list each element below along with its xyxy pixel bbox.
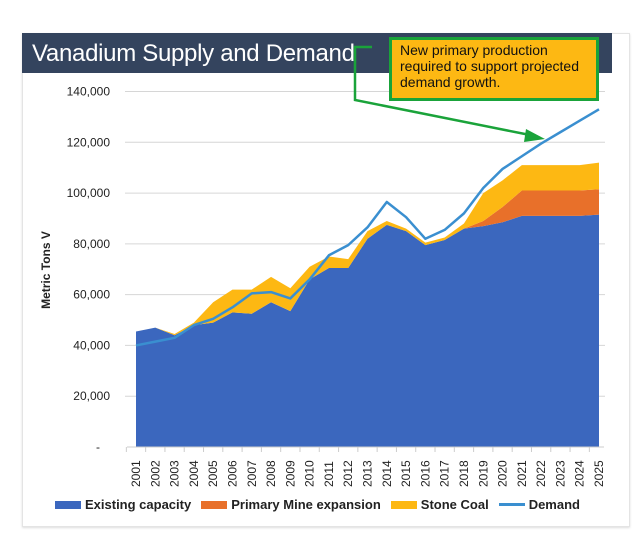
legend-swatch — [201, 500, 228, 509]
x-tick-label: 2020 — [496, 460, 510, 487]
y-tick-label: - — [96, 440, 100, 454]
legend-item-demand: Demand — [498, 497, 580, 512]
legend-label: Demand — [528, 497, 580, 512]
x-tick-label: 2016 — [418, 460, 432, 487]
legend-item-stone-coal: Stone Coal — [390, 497, 489, 512]
x-tick-label: 2025 — [592, 460, 606, 487]
legend-label: Primary Mine expansion — [231, 497, 381, 512]
x-tick-label: 2001 — [129, 460, 143, 487]
x-tick-label: 2006 — [225, 460, 239, 487]
x-tick-label: 2015 — [399, 460, 413, 487]
x-tick-label: 2005 — [206, 460, 220, 487]
x-tick-label: 2023 — [553, 460, 567, 487]
x-tick-label: 2010 — [303, 460, 317, 487]
x-tick-label: 2008 — [264, 460, 278, 487]
annotation-callout: New primary production required to suppo… — [389, 37, 599, 101]
legend-swatch — [390, 500, 417, 509]
annotation-arrowhead — [524, 129, 545, 142]
x-tick-label: 2018 — [457, 460, 471, 487]
y-tick-label: 140,000 — [67, 85, 111, 99]
y-tick-label: 60,000 — [73, 288, 110, 302]
legend-label: Stone Coal — [420, 497, 489, 512]
x-tick-label: 2004 — [187, 460, 201, 487]
y-tick-label: 120,000 — [67, 135, 111, 149]
x-tick-label: 2019 — [476, 460, 490, 487]
x-tick-label: 2022 — [534, 460, 548, 487]
x-tick-label: 2003 — [168, 460, 182, 487]
chart-title: Vanadium Supply and Demand — [32, 40, 355, 67]
y-tick-label: 80,000 — [73, 237, 110, 251]
y-tick-label: 20,000 — [73, 389, 110, 403]
x-tick-label: 2013 — [361, 460, 375, 487]
x-tick-label: 2014 — [380, 460, 394, 487]
legend-label: Existing capacity — [85, 497, 192, 512]
legend-swatch — [498, 503, 525, 506]
legend-item-existing-capacity: Existing capacity — [55, 497, 191, 512]
legend: Existing capacity Primary Mine expansion… — [55, 497, 590, 512]
legend-item-primary-mine-expansion: Primary Mine expansion — [201, 497, 381, 512]
x-tick-label: 2017 — [438, 460, 452, 487]
y-tick-label: 100,000 — [67, 186, 111, 200]
x-tick-label: 2009 — [283, 460, 297, 487]
x-tick-label: 2021 — [515, 460, 529, 487]
x-tick-label: 2024 — [573, 460, 587, 487]
legend-swatch — [55, 500, 81, 509]
x-tick-label: 2011 — [322, 461, 336, 487]
x-tick-label: 2007 — [245, 460, 259, 487]
x-tick-label: 2012 — [341, 460, 355, 487]
area-primary-mine-expansion — [136, 189, 599, 336]
area-existing-capacity — [136, 214, 599, 447]
area-stone-coal — [136, 162, 599, 336]
y-tick-label: 40,000 — [73, 338, 110, 352]
x-tick-label: 2002 — [148, 460, 162, 487]
annotation-connector — [353, 45, 531, 137]
y-axis-label: Metric Tons V — [39, 231, 53, 309]
